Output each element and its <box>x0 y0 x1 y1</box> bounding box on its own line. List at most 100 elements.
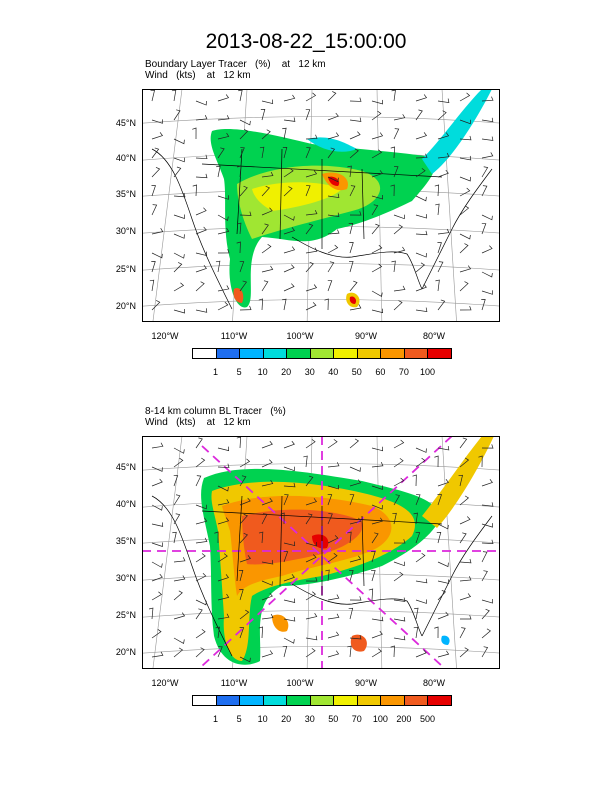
wind-barb <box>239 211 252 216</box>
colorbar-label: 70 <box>351 714 362 724</box>
wind-barb <box>151 167 161 178</box>
wind-barb <box>371 99 383 105</box>
wind-barb <box>149 279 155 292</box>
wind-barb <box>437 152 450 159</box>
wind-barb <box>481 628 491 639</box>
wind-barb <box>415 262 425 273</box>
wind-barb <box>217 463 230 468</box>
colorbar-label: 100 <box>419 367 435 377</box>
wind-barb <box>173 612 186 620</box>
colorbar-swatch <box>380 348 405 359</box>
wind-barb <box>327 244 339 254</box>
wind-barb <box>371 485 383 490</box>
wind-barb <box>459 532 467 544</box>
wind-barb <box>371 132 384 140</box>
colorbar-swatch <box>403 695 429 706</box>
wind-barb <box>391 89 396 102</box>
wind-barb <box>415 599 427 604</box>
wind-barb <box>415 447 427 453</box>
wind-barb <box>151 300 161 311</box>
wind-barb <box>305 147 311 159</box>
wind-barb <box>348 607 354 620</box>
wind-barb <box>327 212 340 218</box>
wind-barb <box>435 279 440 292</box>
wind-barb <box>283 541 296 547</box>
wind-barb <box>459 305 472 311</box>
wind-barb <box>283 227 296 235</box>
wind-barb <box>305 648 316 658</box>
wind-barb <box>437 494 443 506</box>
wind-barb <box>459 615 472 620</box>
wind-barb <box>195 100 207 106</box>
wind-barb <box>195 251 208 257</box>
wind-barb <box>283 617 296 622</box>
wind-barb <box>327 91 337 102</box>
wind-barb <box>282 298 287 311</box>
wind-barb <box>434 184 440 197</box>
wind-barb <box>217 613 230 620</box>
wind-barb <box>261 207 273 216</box>
wind-barb <box>437 523 449 530</box>
panel2-lon-label-120: 120°W <box>151 678 179 688</box>
wind-barb <box>305 134 318 140</box>
wind-barb <box>415 649 427 658</box>
wind-barb <box>393 597 406 602</box>
wind-barb <box>459 243 469 254</box>
wind-barb <box>283 551 289 563</box>
wind-barb <box>459 437 468 449</box>
wind-barb <box>349 466 361 472</box>
wind-barb <box>459 176 471 182</box>
panel2-lat-label-40: 40°N <box>115 499 136 509</box>
colorbar-swatch <box>333 348 358 359</box>
wind-barb <box>481 444 494 449</box>
panel2-tracer-plume <box>201 436 494 665</box>
wind-barb <box>195 437 203 449</box>
wind-barb <box>413 512 418 525</box>
colorbar-swatch <box>286 695 311 706</box>
wind-barb <box>150 89 155 102</box>
wind-barb <box>393 300 403 311</box>
wind-barb <box>239 497 251 506</box>
wind-barb <box>239 458 251 468</box>
wind-barb <box>371 517 384 525</box>
panel1-lat-label-45: 45°N <box>115 118 136 128</box>
wind-barb <box>261 592 273 601</box>
panel2-colorbar-labels: 1 5 10 20 30 50 70 100 200 500 <box>192 714 451 726</box>
wind-barb <box>173 590 183 601</box>
wind-barb <box>261 613 274 620</box>
wind-barb <box>261 185 270 197</box>
wind-barb <box>437 110 447 121</box>
wind-barb <box>415 252 427 258</box>
wind-barb <box>349 634 362 640</box>
wind-barb <box>434 626 439 639</box>
wind-barb <box>459 233 471 240</box>
wind-barb <box>481 245 493 254</box>
wind-barb <box>283 264 295 273</box>
wind-barb <box>238 89 243 102</box>
colorbar-label: 30 <box>304 714 315 724</box>
panel2-wind-barbs <box>148 436 494 663</box>
colorbar-swatch <box>309 348 335 359</box>
wind-barb <box>305 185 311 197</box>
wind-barb <box>349 185 356 197</box>
wind-barb <box>481 96 494 102</box>
wind-barb <box>371 532 379 544</box>
wind-barb <box>481 290 493 295</box>
wind-barb <box>371 244 383 254</box>
wind-barb <box>481 117 494 123</box>
wind-barb <box>217 285 230 292</box>
wind-barb <box>371 170 383 178</box>
wind-barb <box>481 599 493 604</box>
wind-barb <box>261 223 269 235</box>
colorbar-label: 5 <box>236 714 242 724</box>
wind-barb <box>173 475 179 487</box>
wind-barb <box>261 479 274 487</box>
wind-barb <box>371 504 383 510</box>
wind-barb <box>349 261 354 273</box>
wind-barb <box>305 170 318 178</box>
colorbar-label: 20 <box>281 367 292 377</box>
panel1-subtitle-wind: Wind (kts) at 12 km <box>145 70 251 81</box>
wind-barb <box>239 609 250 620</box>
wind-barb <box>393 114 406 121</box>
wind-barb <box>283 598 296 603</box>
